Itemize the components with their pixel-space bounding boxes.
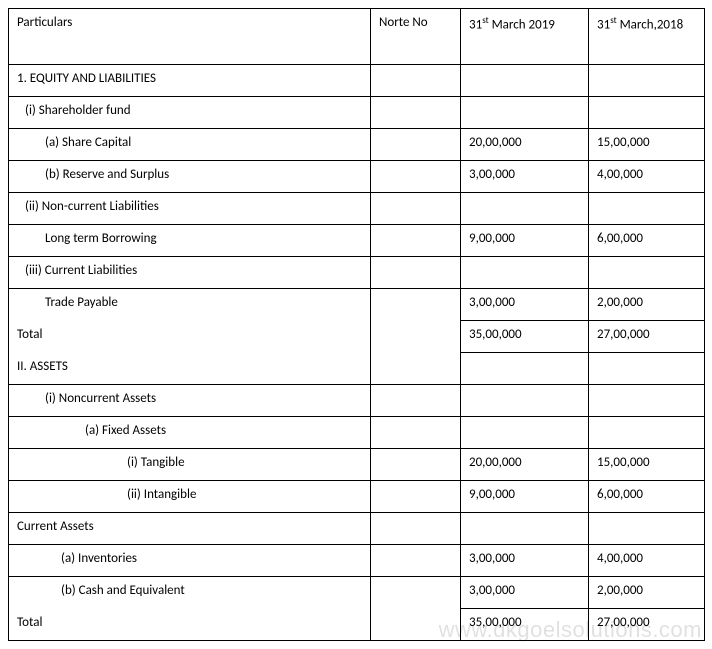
table-row: (a) Fixed Assets (9, 417, 705, 449)
table-row: 1. EQUITY AND LIABILITIES (9, 65, 705, 97)
cell-2018: 27,00,000 (589, 609, 705, 641)
cell-label: 1. EQUITY AND LIABILITIES (17, 71, 156, 86)
table-row: (iii) Current Liabilities (9, 257, 705, 289)
cell-2019: 3,00,000 (461, 161, 589, 193)
cell-2019: 35,00,000 (461, 609, 589, 641)
cell-2019: 3,00,000 (461, 545, 589, 577)
cell-2018: 6,00,000 (589, 225, 705, 257)
cell-label: (ii) Intangible (17, 487, 196, 502)
cell-label: (b) Cash and Equivalent (17, 583, 185, 598)
table-header-row: Particulars Norte No 31st March 2019 31s… (9, 9, 705, 65)
cell-2018 (589, 417, 705, 449)
cell-2018 (589, 353, 705, 385)
cell-label: Long term Borrowing (17, 231, 157, 246)
cell-2018 (589, 513, 705, 545)
cell-label: (i) Shareholder fund (17, 103, 131, 118)
cell-2018: 2,00,000 (589, 289, 705, 321)
cell-label: (i) Noncurrent Assets (17, 391, 156, 406)
table-row: (a) Share Capital 20,00,00015,00,000 (9, 129, 705, 161)
cell-2019: 20,00,000 (461, 129, 589, 161)
cell-2018 (589, 257, 705, 289)
cell-label: (iii) Current Liabilities (17, 263, 137, 278)
cell-label: (b) Reserve and Surplus (17, 167, 169, 182)
cell-2019 (461, 257, 589, 289)
cell-label: (a) Inventories (17, 551, 137, 566)
table-row: (b) Cash and Equivalent 3,00,000 2,00,00… (9, 577, 705, 609)
table-row: Long term Borrowing 9,00,0006,00,000 (9, 225, 705, 257)
cell-2018: 27,00,000 (589, 321, 705, 353)
cell-2018 (589, 65, 705, 97)
cell-2019 (461, 385, 589, 417)
col-note-no: Norte No (371, 9, 461, 65)
cell-2019 (461, 193, 589, 225)
cell-2018: 15,00,000 (589, 129, 705, 161)
table-row: (b) Reserve and Surplus 3,00,0004,00,000 (9, 161, 705, 193)
col-2019-post: March 2019 (489, 17, 555, 32)
col-2019-pre: 31 (469, 17, 482, 32)
table-row: (ii) Non-current Liabilities (9, 193, 705, 225)
cell-2018: 6,00,000 (589, 481, 705, 513)
cell-label: (a) Share Capital (17, 135, 131, 150)
cell-label: Trade Payable (17, 295, 118, 310)
cell-2018: 4,00,000 (589, 161, 705, 193)
cell-label: (i) Tangible (17, 455, 185, 470)
cell-2018 (589, 193, 705, 225)
cell-2019: 9,00,000 (461, 225, 589, 257)
cell-2019: 9,00,000 (461, 481, 589, 513)
table-row-total: Total 35,00,000 27,00,000 (9, 609, 705, 641)
col-2019: 31st March 2019 (461, 9, 589, 65)
cell-label: II. ASSETS (17, 359, 68, 374)
col-2018-post: March,2018 (617, 17, 684, 32)
cell-label: Total (17, 615, 42, 630)
balance-sheet-table: Particulars Norte No 31st March 2019 31s… (8, 8, 705, 641)
cell-2018: 4,00,000 (589, 545, 705, 577)
table-row-total: Total 35,00,000 27,00,000 (9, 321, 705, 353)
cell-2018 (589, 97, 705, 129)
cell-2019 (461, 353, 589, 385)
cell-2019 (461, 513, 589, 545)
table-row: (a) Inventories 3,00,0004,00,000 (9, 545, 705, 577)
cell-2019: 35,00,000 (461, 321, 589, 353)
cell-2019 (461, 65, 589, 97)
col-2018: 31st March,2018 (589, 9, 705, 65)
table-row: (i) Noncurrent Assets (9, 385, 705, 417)
cell-label: Current Assets (17, 519, 94, 534)
col-2018-pre: 31 (597, 17, 610, 32)
table-row: (i) Tangible 20,00,00015,00,000 (9, 449, 705, 481)
cell-2018 (589, 385, 705, 417)
table-row: II. ASSETS (9, 353, 705, 385)
cell-label: (ii) Non-current Liabilities (17, 199, 159, 214)
cell-2018: 15,00,000 (589, 449, 705, 481)
cell-2019: 3,00,000 (461, 289, 589, 321)
cell-2019: 3,00,000 (461, 577, 589, 609)
table-row: Trade Payable 3,00,000 2,00,000 (9, 289, 705, 321)
table-row: (ii) Intangible 9,00,0006,00,000 (9, 481, 705, 513)
table-row: (i) Shareholder fund (9, 97, 705, 129)
cell-2019 (461, 97, 589, 129)
cell-2018: 2,00,000 (589, 577, 705, 609)
table-row: Current Assets (9, 513, 705, 545)
cell-label: (a) Fixed Assets (17, 423, 166, 438)
cell-label: Total (17, 327, 42, 342)
cell-2019: 20,00,000 (461, 449, 589, 481)
col-particulars: Particulars (9, 9, 371, 65)
cell-2019 (461, 417, 589, 449)
